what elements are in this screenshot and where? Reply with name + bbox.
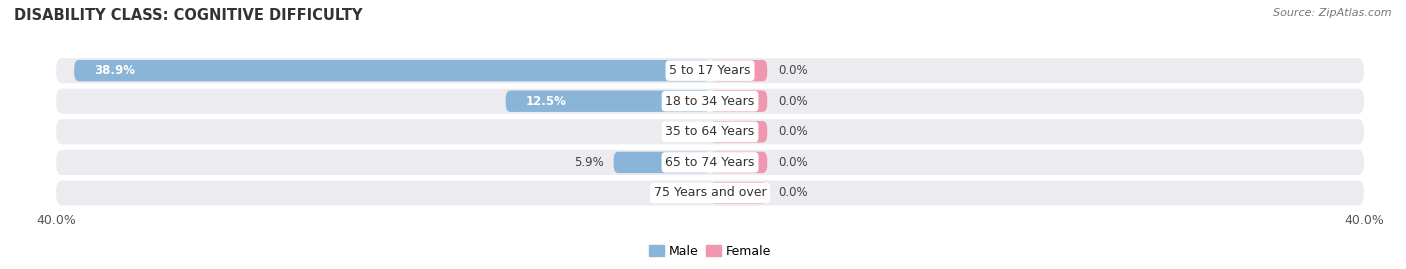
Text: 65 to 74 Years: 65 to 74 Years [665, 156, 755, 169]
Text: 0.0%: 0.0% [779, 186, 808, 200]
Text: 0.0%: 0.0% [779, 95, 808, 108]
FancyBboxPatch shape [56, 58, 1364, 83]
FancyBboxPatch shape [75, 60, 710, 81]
FancyBboxPatch shape [56, 119, 1364, 144]
FancyBboxPatch shape [506, 90, 710, 112]
FancyBboxPatch shape [710, 121, 768, 143]
Text: 35 to 64 Years: 35 to 64 Years [665, 125, 755, 138]
Text: 38.9%: 38.9% [94, 64, 135, 77]
FancyBboxPatch shape [56, 150, 1364, 175]
Text: 5.9%: 5.9% [574, 156, 603, 169]
Text: DISABILITY CLASS: COGNITIVE DIFFICULTY: DISABILITY CLASS: COGNITIVE DIFFICULTY [14, 8, 363, 23]
FancyBboxPatch shape [710, 90, 768, 112]
Text: 75 Years and over: 75 Years and over [654, 186, 766, 200]
Legend: Male, Female: Male, Female [644, 240, 776, 263]
Text: 5 to 17 Years: 5 to 17 Years [669, 64, 751, 77]
Text: 0.0%: 0.0% [779, 125, 808, 138]
FancyBboxPatch shape [710, 182, 768, 204]
Text: 0.0%: 0.0% [779, 64, 808, 77]
FancyBboxPatch shape [613, 152, 710, 173]
Text: 0.0%: 0.0% [671, 125, 700, 138]
Text: 0.0%: 0.0% [671, 186, 700, 200]
Text: 18 to 34 Years: 18 to 34 Years [665, 95, 755, 108]
FancyBboxPatch shape [56, 180, 1364, 206]
FancyBboxPatch shape [710, 152, 768, 173]
Text: Source: ZipAtlas.com: Source: ZipAtlas.com [1274, 8, 1392, 18]
FancyBboxPatch shape [710, 60, 768, 81]
FancyBboxPatch shape [56, 89, 1364, 114]
Text: 12.5%: 12.5% [526, 95, 567, 108]
Text: 0.0%: 0.0% [779, 156, 808, 169]
